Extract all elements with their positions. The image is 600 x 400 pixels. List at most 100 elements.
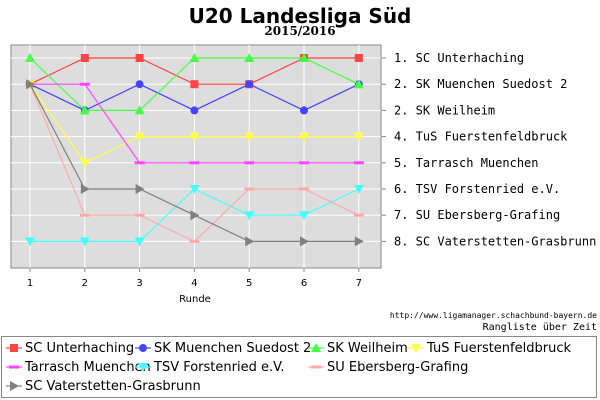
line-chart: 1 2 3 4 5 6 7 1. SC Unterhaching 2. SK Muenchen… — [10, 44, 596, 305]
rank-labels: 1. SC Unterhaching 2. SK Muenchen Suedost… — [394, 51, 596, 248]
data-point — [134, 213, 145, 217]
legend-marker — [411, 344, 421, 353]
legend-marker — [10, 344, 18, 352]
legend-label: SK Weilheim — [327, 340, 408, 356]
legend-label: TSV Forstenried e.V. — [154, 359, 285, 375]
data-point — [26, 79, 35, 90]
data-point — [245, 236, 255, 247]
data-point — [190, 80, 199, 89]
rank-label: 1. SC Unterhaching — [394, 51, 524, 65]
legend-item: Tarrasch Muenchen — [6, 358, 151, 376]
data-point — [134, 105, 145, 115]
series-7 — [25, 82, 364, 243]
data-point — [79, 82, 90, 86]
legend-marker — [10, 381, 19, 391]
axes: 1 2 3 4 5 6 7 — [27, 57, 386, 289]
legend-swatch — [408, 344, 424, 353]
plot-area — [10, 44, 382, 269]
data-point — [299, 53, 309, 62]
series-6 — [25, 185, 364, 247]
data-point — [244, 187, 255, 191]
legend-marker — [139, 344, 147, 352]
data-point — [79, 213, 90, 217]
data-point — [189, 53, 200, 62]
legend-swatch — [6, 344, 22, 352]
legend-swatch — [6, 365, 22, 369]
data-point — [353, 79, 364, 89]
legend-swatch — [135, 344, 151, 352]
data-point — [353, 132, 364, 142]
legend-item: SK Weilheim — [308, 339, 408, 357]
data-point — [25, 53, 35, 62]
source-url: http://www.ligamanager.schachbund-bayern… — [389, 311, 597, 320]
data-point — [299, 161, 309, 165]
data-point — [244, 53, 255, 62]
legend-label: SC Unterhaching — [25, 340, 135, 356]
data-point — [80, 184, 90, 194]
rank-label: 7. SU Ebersberg-Grafing — [394, 208, 560, 222]
data-point — [299, 187, 309, 191]
data-point — [79, 105, 90, 115]
data-point — [299, 132, 309, 142]
legend-marker — [9, 365, 19, 369]
data-point — [245, 80, 254, 89]
rank-label: 8. SC Vaterstetten-Grasbrunn — [394, 234, 596, 248]
x-axis-label: Runde — [179, 294, 211, 305]
series-layer — [25, 53, 364, 247]
legend-marker — [311, 343, 321, 352]
x-tick-label: 2 — [82, 278, 88, 289]
legend-marker — [311, 365, 321, 369]
x-tick-label: 6 — [301, 278, 307, 289]
rank-label: 4. TuS Fuerstenfeldbruck — [394, 130, 568, 144]
data-point — [134, 132, 145, 142]
data-point — [189, 239, 200, 243]
legend-label: SU Ebersberg-Grafing — [327, 359, 469, 375]
chart-caption: Rangliste über Zeit — [482, 322, 597, 333]
rank-label: 5. Tarrasch Muenchen — [394, 156, 539, 170]
data-point — [299, 211, 309, 221]
series-4 — [25, 80, 364, 168]
series-8 — [26, 79, 364, 247]
x-tick-label: 3 — [136, 278, 142, 289]
x-tick-label: 5 — [246, 278, 252, 289]
data-point — [134, 161, 145, 165]
rank-label: 2. SK Weilheim — [394, 103, 495, 117]
data-point — [189, 185, 200, 194]
data-point — [190, 106, 199, 115]
x-tick-label: 4 — [191, 278, 197, 289]
data-point — [190, 210, 200, 221]
data-point — [189, 161, 200, 165]
data-point — [80, 54, 89, 62]
legend-swatch — [308, 343, 324, 352]
data-point — [189, 132, 200, 142]
legend-item: SK Muenchen Suedost 2 — [135, 339, 311, 357]
data-point — [25, 237, 35, 247]
data-point — [135, 184, 145, 194]
data-point — [244, 161, 255, 165]
data-point — [79, 237, 90, 247]
data-point — [134, 237, 145, 247]
legend-swatch — [135, 363, 151, 372]
data-point — [244, 132, 255, 142]
data-point — [79, 158, 90, 168]
data-point — [353, 213, 364, 217]
data-point — [353, 185, 364, 194]
data-point — [300, 236, 309, 247]
legend-item: TuS Fuerstenfeldbruck — [408, 339, 571, 357]
data-point — [244, 211, 255, 221]
legend-label: SK Muenchen Suedost 2 — [154, 340, 312, 356]
legend-item: SU Ebersberg-Grafing — [308, 358, 468, 376]
legend-item: SC Unterhaching — [6, 339, 134, 357]
series-3 — [25, 53, 364, 115]
legend: SC Unterhaching SK Muenchen Suedost 2 SK W… — [1, 336, 597, 398]
x-tick-label: 7 — [356, 278, 362, 289]
legend-swatch — [308, 365, 324, 369]
legend-label: TuS Fuerstenfeldbruck — [427, 340, 571, 356]
rank-label: 6. TSV Forstenried e.V. — [394, 182, 560, 196]
data-point — [135, 80, 144, 89]
data-point — [353, 161, 364, 165]
rank-label: 2. SK Muenchen Suedost 2 — [394, 77, 567, 91]
data-point — [354, 54, 363, 62]
legend-item: TSV Forstenried e.V. — [135, 358, 284, 376]
legend-swatch — [6, 381, 22, 391]
